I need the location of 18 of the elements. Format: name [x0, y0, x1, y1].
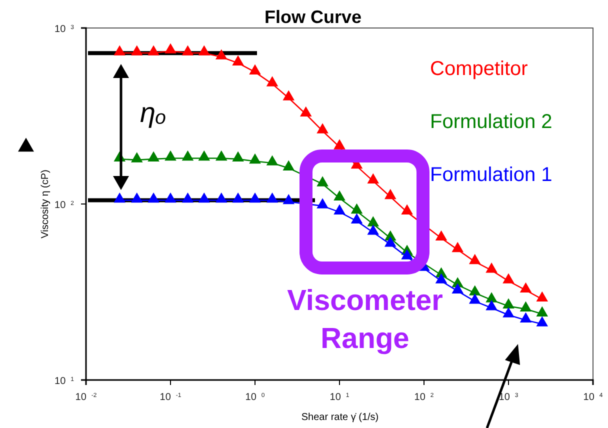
annotation: ηₒ	[140, 97, 167, 128]
x-tick-label: 10$^{2}$	[414, 392, 434, 403]
x-tick-label: 10$^{-1}$	[160, 392, 182, 403]
text: Competitor	[430, 58, 528, 80]
x-tick-label: 10$^{3}$	[498, 392, 519, 403]
x-tick-label: 10$^{-2}$	[75, 392, 98, 403]
x-tick-label: 10$^{1}$	[330, 392, 350, 403]
text: Formulation 1	[430, 164, 552, 186]
chart-title: Flow Curve	[264, 7, 362, 27]
text: Formulation 2	[430, 111, 552, 133]
x-tick-label: 10$^{4}$	[583, 392, 604, 403]
annotation: Viscometer Range	[287, 285, 443, 355]
y-axis-title: Viscosity η (cP)	[40, 170, 51, 238]
y-tick-label: 10$^{1}$	[54, 376, 75, 387]
x-axis-title: Shear rate γ̇ (1/s)	[301, 412, 379, 423]
x-tick-label: 10$^{0}$	[245, 392, 266, 403]
y-tick-label: 10$^{2}$	[54, 200, 75, 211]
y-tick-label: 10$^{3}$	[54, 24, 75, 35]
